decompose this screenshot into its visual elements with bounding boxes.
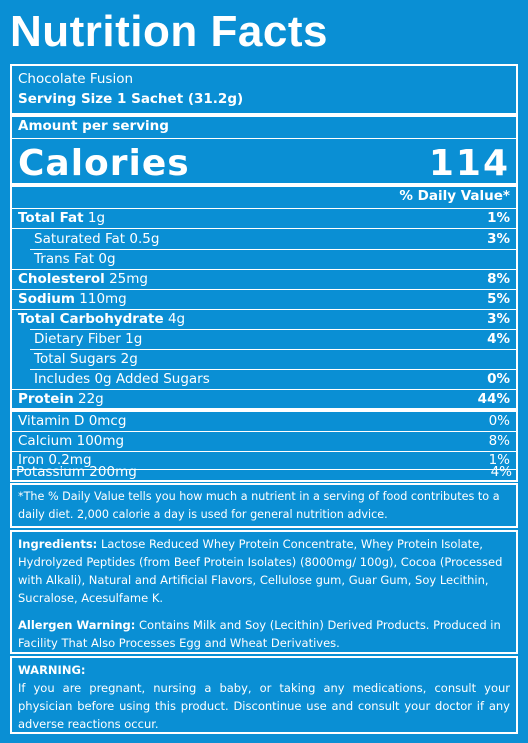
vitamin-row: Potassium 200mg 4% (16, 464, 512, 480)
nutrient-row-total-sugars: Total Sugars 2g (34, 351, 138, 367)
divider (12, 113, 516, 117)
divider (12, 183, 516, 187)
nutrient-row-dietary-fiber: Dietary Fiber 1g 4% (34, 331, 510, 347)
divider (30, 329, 516, 330)
amount-per-serving: Amount per serving (18, 118, 169, 134)
divider (12, 228, 516, 229)
divider (12, 389, 516, 390)
divider (12, 469, 516, 470)
divider (12, 309, 516, 310)
serving-size: Serving Size 1 Sachet (31.2g) (18, 91, 244, 107)
daily-value-footnote: *The % Daily Value tells you how much a … (18, 490, 500, 521)
nutrient-row-protein: Protein 22g 44% (18, 391, 510, 407)
divider (12, 269, 516, 270)
product-name: Chocolate Fusion (18, 71, 134, 87)
nutrient-row-cholesterol: Cholesterol 25mg 8% (18, 271, 510, 287)
nutrient-row-total-carbohydrate: Total Carbohydrate 4g 3% (18, 311, 510, 327)
calories-label: Calories (18, 143, 190, 184)
vitamin-row: Iron 0.2mg 1% (18, 452, 510, 468)
nutrient-row-trans-fat: Trans Fat 0g (34, 251, 116, 267)
allergen-text: Allergen Warning: Contains Milk and Soy … (18, 618, 501, 650)
ingredients-text: Ingredients: Lactose Reduced Whey Protei… (18, 537, 503, 605)
nutrient-row-sodium: Sodium 110mg 5% (18, 291, 510, 307)
nutrient-row-added-sugars: Includes 0g Added Sugars 0% (34, 371, 510, 387)
vitamin-row: Vitamin D 0mcg 0% (18, 413, 510, 429)
warning-text: If you are pregnant, nursing a baby, or … (18, 681, 510, 731)
warning-panel: WARNING: If you are pregnant, nursing a … (10, 656, 518, 734)
warning-label: WARNING: (18, 663, 86, 677)
footnote-panel: *The % Daily Value tells you how much a … (10, 483, 518, 528)
nutrient-row-saturated-fat: Saturated Fat 0.5g 3% (34, 231, 510, 247)
divider (30, 249, 516, 250)
divider (12, 208, 516, 209)
divider (12, 289, 516, 290)
page-title: Nutrition Facts (10, 7, 328, 56)
divider (12, 451, 516, 452)
divider (12, 431, 516, 432)
facts-panel: Chocolate Fusion Serving Size 1 Sachet (… (10, 64, 518, 482)
calories-value: 114 (428, 143, 510, 184)
vitamin-row: Calcium 100mg 8% (18, 433, 510, 449)
nutrient-row-total-fat: Total Fat 1g 1% (18, 210, 510, 226)
divider (12, 138, 516, 139)
divider (30, 369, 516, 370)
ingredients-panel: Ingredients: Lactose Reduced Whey Protei… (10, 530, 518, 654)
divider (12, 408, 516, 412)
divider (30, 349, 516, 350)
